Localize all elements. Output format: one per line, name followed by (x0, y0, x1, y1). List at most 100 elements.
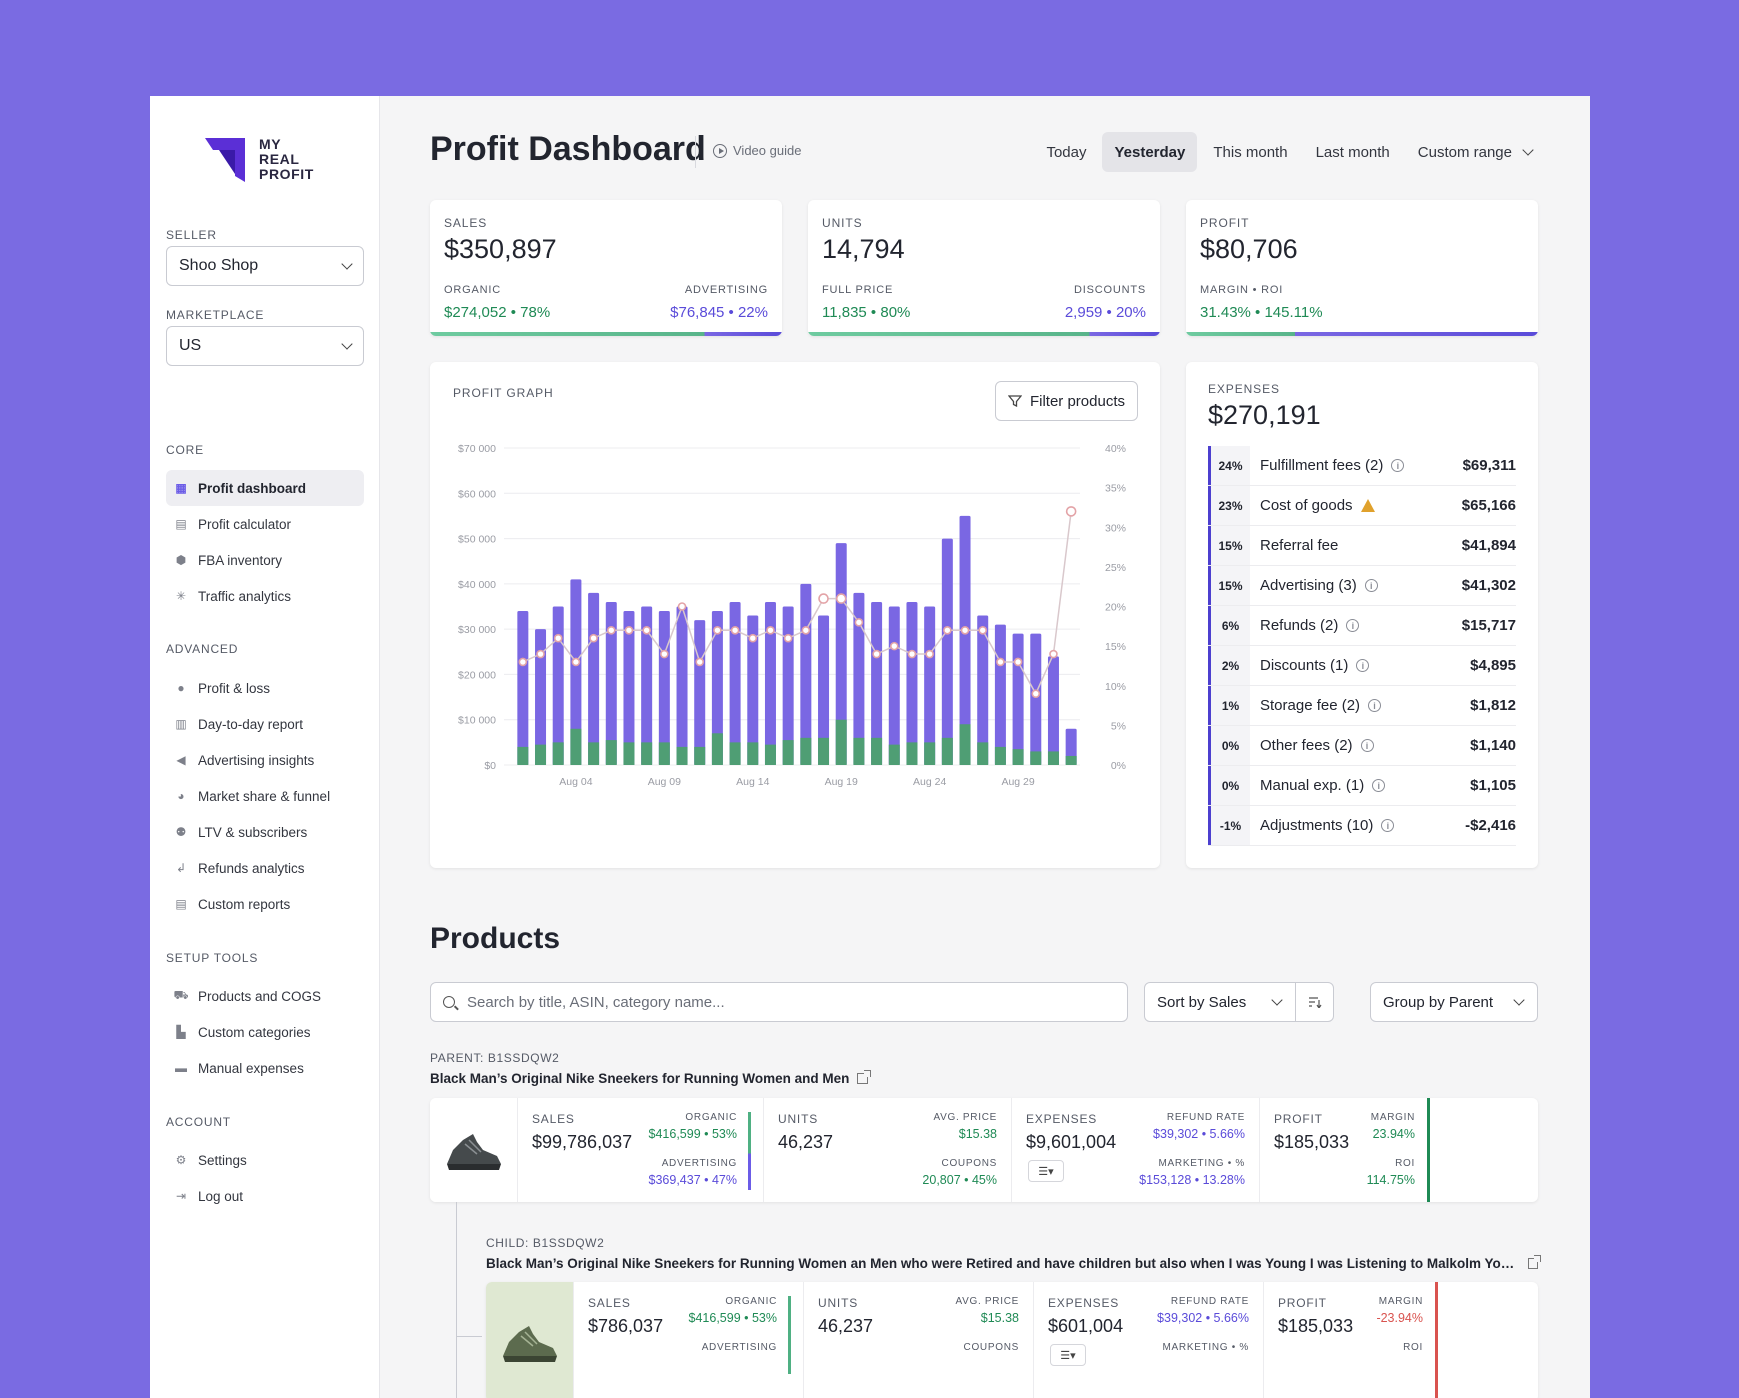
filter-products-button[interactable]: Filter products (994, 381, 1138, 421)
sales-bar (888, 606, 900, 765)
nav-profit-calculator[interactable]: ▤ Profit calculator (166, 506, 364, 542)
x-tick-label: Aug 04 (559, 776, 592, 788)
profit-bar (853, 737, 865, 765)
expense-name-text: Refunds (2) (1260, 617, 1339, 634)
info-icon[interactable]: i (1364, 579, 1378, 592)
profit-bar (711, 733, 723, 765)
sort-direction-button[interactable] (1295, 983, 1333, 1021)
x-tick-label: Aug 19 (825, 776, 858, 788)
coin-icon: ● (177, 681, 185, 695)
sales-bar (552, 606, 564, 765)
info-icon[interactable]: i (1346, 619, 1360, 632)
sort-select[interactable]: Sort by Sales (1144, 982, 1334, 1022)
kpi-sales-card: SALES $350,897 ORGANIC $274,052 • 78% ADV… (430, 200, 782, 336)
nav-fba-inventory[interactable]: ⬢ FBA inventory (166, 542, 364, 578)
expense-breakdown-toggle[interactable]: ☰▾ (1028, 1160, 1064, 1182)
expense-row[interactable]: 15% Referral fee $41,894 (1208, 526, 1516, 566)
nav-advertising-insights[interactable]: ◀ Advertising insights (166, 742, 364, 778)
nav-traffic-analytics[interactable]: ✳ Traffic analytics (166, 578, 364, 614)
parent-title-link[interactable]: Black Man’s Original Nike Sneekers for R… (430, 1070, 872, 1086)
users-icon: ⚉ (175, 825, 187, 839)
seller-select[interactable]: Shoo Shop (166, 246, 364, 286)
info-icon[interactable]: i (1372, 779, 1386, 792)
nav-custom-categories[interactable]: ▙ Custom categories (166, 1014, 364, 1050)
nav-profit-loss[interactable]: ● Profit & loss (166, 670, 364, 706)
info-icon[interactable]: i (1381, 819, 1395, 832)
video-guide-link[interactable]: Video guide (713, 143, 801, 158)
margin-point (835, 593, 847, 604)
nav-label: Profit calculator (198, 516, 292, 532)
expense-value: $1,140 (1470, 737, 1516, 754)
pie-icon: ◕ (177, 789, 185, 803)
date-today[interactable]: Today (1046, 143, 1087, 161)
info-icon[interactable]: i (1368, 699, 1382, 712)
avg-price-value: $15.38 (958, 1127, 997, 1141)
organic-value: $416,599 • 53% (688, 1311, 777, 1325)
nav-label: Custom categories (198, 1024, 311, 1040)
date-custom-range[interactable]: Custom range (1406, 132, 1544, 172)
expense-row[interactable]: 0% Other fees (2) i $1,140 (1208, 726, 1516, 766)
nav-custom-reports[interactable]: ▤ Custom reports (166, 886, 364, 922)
nav-ltv[interactable]: ⚉ LTV & subscribers (166, 814, 364, 850)
group-select[interactable]: Group by Parent (1370, 982, 1538, 1022)
profit-graph-card: PROFIT GRAPH Filter products $0 $10 000 $2… (430, 362, 1160, 868)
expense-row[interactable]: 15% Advertising (3) i $41,302 (1208, 566, 1516, 606)
date-this-month[interactable]: This month (1213, 143, 1288, 161)
marketplace-select[interactable]: US (166, 326, 364, 366)
marketing-label: MARKETING • % (1162, 1342, 1249, 1353)
product-search-input[interactable]: Search by title, ASIN, category name... (430, 982, 1128, 1022)
profit-bar (694, 746, 706, 765)
expense-breakdown-toggle[interactable]: ☰▾ (1050, 1344, 1086, 1366)
kpi-left-label: ORGANIC (444, 284, 501, 296)
nav-manual-expenses[interactable]: ▬ Manual expenses (166, 1050, 364, 1086)
info-icon[interactable]: i (1356, 659, 1370, 672)
app-window: MY REAL PROFIT SELLER Shoo Shop MARKETPLAC… (150, 96, 1590, 1398)
expense-name-text: Advertising (3) (1260, 577, 1357, 594)
parent-expenses-cell: EXPENSES $9,601,004 ☰▾ REFUND RATE $39,30… (1012, 1098, 1260, 1202)
nav-profit-dashboard[interactable]: ▦ Profit dashboard (166, 470, 364, 506)
child-title-link[interactable]: Black Man’s Original Nike Sneekers for R… (486, 1255, 1542, 1271)
page-title: Profit Dashboard (430, 130, 706, 168)
margin-point (801, 625, 811, 635)
seller-label: SELLER (166, 228, 217, 242)
nav-log-out[interactable]: ⇥ Log out (166, 1178, 364, 1214)
nav-market-share[interactable]: ◕ Market share & funnel (166, 778, 364, 814)
child-product-row[interactable]: SALES $786,037 ORGANIC $416,599 • 53% ADV… (486, 1282, 1538, 1398)
expense-row[interactable]: 24% Fulfillment fees (2) i $69,311 (1208, 446, 1516, 486)
profit-bar (605, 740, 617, 765)
expense-row[interactable]: 1% Storage fee (2) i $1,812 (1208, 686, 1516, 726)
marketplace-label: MARKETPLACE (166, 308, 265, 322)
expense-name-text: Referral fee (1260, 537, 1339, 554)
expense-row[interactable]: -1% Adjustments (10) i -$2,416 (1208, 806, 1516, 846)
sales-bar (764, 601, 776, 765)
expense-row[interactable]: 0% Manual exp. (1) i $1,105 (1208, 766, 1516, 806)
profit-bar (517, 746, 529, 765)
kpi-value: $80,706 (1200, 234, 1298, 264)
expense-value: -$2,416 (1465, 817, 1516, 834)
info-icon[interactable]: i (1360, 739, 1374, 752)
parent-product-row[interactable]: SALES $99,786,037 ORGANIC $416,599 • 53% … (430, 1098, 1538, 1202)
warning-icon[interactable] (1360, 499, 1375, 512)
expense-row[interactable]: 6% Refunds (2) i $15,717 (1208, 606, 1516, 646)
calculator-icon: ▤ (175, 517, 187, 531)
profit-bar (729, 742, 741, 765)
info-icon[interactable]: i (1391, 459, 1405, 472)
tree-connector (456, 1202, 457, 1398)
nav-settings[interactable]: ⚙ Settings (166, 1142, 364, 1178)
cell-value: $185,033 (1274, 1132, 1350, 1152)
sales-bar (959, 515, 971, 765)
nav-refunds-analytics[interactable]: ↲ Refunds analytics (166, 850, 364, 886)
logo[interactable]: MY REAL PROFIT (205, 136, 314, 182)
date-yesterday[interactable]: Yesterday (1102, 132, 1198, 172)
expense-row[interactable]: 2% Discounts (1) i $4,895 (1208, 646, 1516, 686)
nav-products-cogs[interactable]: ⛟ Products and COGS (166, 978, 364, 1014)
nav-day-to-day[interactable]: ▥ Day-to-day report (166, 706, 364, 742)
profit-bar (747, 742, 759, 765)
date-last-month[interactable]: Last month (1315, 143, 1390, 161)
cell-value: $9,601,004 (1026, 1132, 1117, 1152)
cell-value: 46,237 (778, 1132, 834, 1152)
expense-value: $15,717 (1461, 617, 1516, 634)
expenses-card: EXPENSES $270,191 24% Fulfillment fees (2… (1186, 362, 1538, 868)
margin-point (536, 649, 545, 659)
expense-row[interactable]: 23% Cost of goods $65,166 (1208, 486, 1516, 526)
